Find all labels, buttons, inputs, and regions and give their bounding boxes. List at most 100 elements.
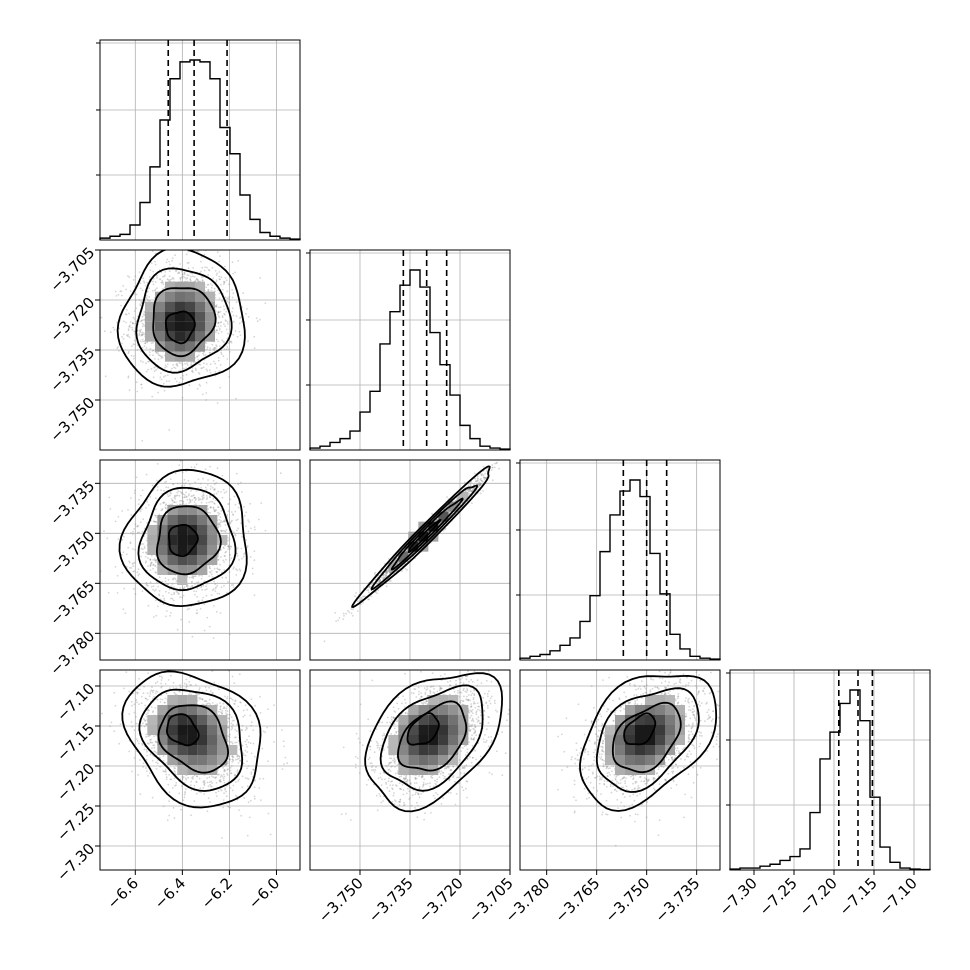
scatter-point [191,585,193,588]
scatter-point [169,492,172,494]
scatter-point [183,586,186,589]
scatter-point [211,284,214,287]
scatter-point [476,479,479,482]
scatter-point [182,374,185,377]
scatter-point [211,576,214,578]
scatter-point [134,343,136,346]
scatter-point [141,289,144,292]
scatter-point [215,280,218,283]
scatter-point [191,495,194,497]
scatter-point [121,510,124,512]
scatter-point [175,580,178,583]
scatter-point [350,612,353,615]
scatter-point [199,385,202,387]
scatter-point [235,315,238,318]
scatter-point [150,554,153,557]
scatter-point [211,266,214,269]
scatter-point [138,329,141,332]
scatter-point [194,367,197,370]
histogram-step-3 [729,689,931,871]
density-cell [167,515,178,525]
scatter-point [254,528,256,531]
scatter-point [179,277,182,279]
scatter-point [249,502,252,505]
gridlines [730,670,930,870]
scatter-point [145,551,148,554]
scatter-point [214,371,217,373]
density-cell [155,311,165,322]
scatter-point [385,574,388,577]
scatter-point [155,351,158,354]
scatter-point [170,585,173,587]
scatter-point [157,585,160,588]
scatter-point [253,550,256,552]
scatter-point [238,568,241,571]
scatter-point [227,503,230,505]
scatter-point [215,509,217,511]
scatter-point [132,316,135,319]
scatter-point [164,366,167,369]
scatter-point [375,591,377,593]
scatter-point [382,574,385,577]
scatter-point [204,354,207,356]
scatter-point [146,584,149,587]
scatter-point [223,555,226,557]
scatter-point [224,277,227,279]
scatter-point [218,518,221,521]
scatter-point [185,503,188,505]
scatter-point [163,501,166,504]
scatter-point [203,603,206,606]
scatter-point [145,473,148,476]
scatter-point [155,287,158,290]
scatter-point [151,395,154,398]
scatter-point [210,245,212,247]
scatter-point [218,327,221,330]
scatter-point [165,380,168,383]
scatter-point [131,533,134,536]
scatter-point [115,294,118,297]
scatter-point [218,260,221,263]
scatter-point [154,520,156,523]
scatter-point [230,584,233,586]
scatter-point [193,593,196,596]
scatter-point [184,496,186,498]
scatter-point [164,577,167,579]
scatter-point [124,313,127,315]
scatter-point [181,277,184,279]
scatter-point [164,364,167,366]
scatter-point [253,347,256,349]
scatter-point [238,322,241,325]
scatter-point [209,349,212,351]
scatter-point [189,279,192,281]
scatter-point [233,320,235,323]
scatter-point [230,520,233,523]
density-cell [195,321,205,332]
scatter-point [480,484,482,487]
scatter-point [259,277,262,279]
scatter-point [226,514,229,516]
scatter-point [158,576,161,578]
scatter-point [230,340,232,343]
scatter-point [215,345,218,348]
scatter-point [223,341,226,344]
scatter-point [137,574,140,577]
scatter-point [232,584,235,586]
scatter-point [214,583,217,585]
scatter-point [127,312,130,315]
scatter-point [134,523,137,526]
scatter-point [188,576,191,579]
scatter-point [188,621,191,623]
scatter-point [195,463,198,466]
scatter-point [166,374,169,376]
scatter-point [214,347,216,349]
scatter-point [170,278,173,281]
scatter-point [189,500,192,502]
scatter-point [116,592,119,594]
scatter-point [154,260,156,263]
scatter-point [160,355,163,358]
scatter-point [192,361,195,364]
scatter-point [198,600,200,603]
scatter-point [236,552,238,555]
scatter-point [209,496,211,499]
scatter-point [207,288,210,291]
